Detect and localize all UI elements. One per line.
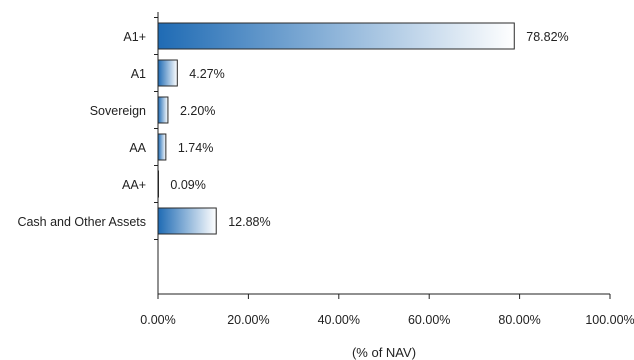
labels-layer: 78.82% A1+ 4.27% A1 2.20% Sovereign 1.74% AA 0.0…: [17, 30, 634, 327]
x-tick-label-1: 20.00%: [227, 313, 269, 327]
value-label-2: 2.20%: [180, 104, 215, 118]
bar-1: [157, 59, 178, 87]
x-axis-title: (% of NAV): [352, 345, 416, 360]
category-label-0: A1+: [123, 30, 146, 44]
bar-0: [157, 22, 515, 50]
x-tick-label-5: 100.00%: [585, 313, 634, 327]
value-label-1: 4.27%: [189, 67, 224, 81]
category-label-3: AA: [129, 141, 146, 155]
value-label-3: 1.74%: [178, 141, 213, 155]
x-tick-label-4: 80.00%: [498, 313, 540, 327]
value-label-5: 12.88%: [228, 215, 270, 229]
category-label-2: Sovereign: [90, 104, 146, 118]
bars-layer: [157, 22, 515, 235]
value-label-0: 78.82%: [526, 30, 568, 44]
category-label-4: AA+: [122, 178, 146, 192]
bar-3: [157, 133, 167, 161]
category-label-5: Cash and Other Assets: [17, 215, 146, 229]
bar-5: [157, 207, 217, 235]
value-label-4: 0.09%: [170, 178, 205, 192]
category-label-1: A1: [131, 67, 146, 81]
x-tick-label-0: 0.00%: [140, 313, 175, 327]
bar-2: [157, 96, 169, 124]
axis-layer: [154, 12, 611, 299]
x-tick-label-3: 60.00%: [408, 313, 450, 327]
x-tick-label-2: 40.00%: [318, 313, 360, 327]
